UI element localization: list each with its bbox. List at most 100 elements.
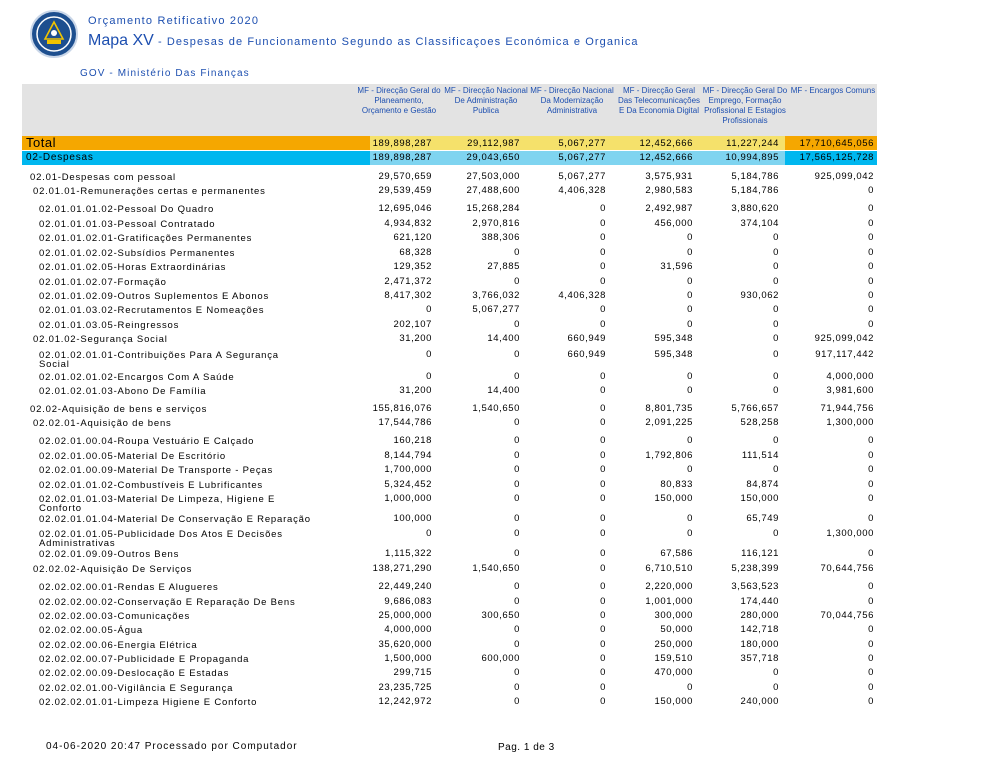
row-label: 02.02.01.01.04-Material De Conservação E…: [39, 514, 311, 525]
row-value: 0: [600, 232, 606, 243]
row-value: 0: [600, 493, 606, 504]
row-value: 0: [687, 304, 693, 315]
column-header: MF - Direcção Geral do Planeamento, Orça…: [357, 86, 441, 115]
table-row: 02.01.01.02.09-Outros Suplementos E Abon…: [22, 290, 877, 306]
row-label: 02.01.01.01.02-Pessoal Do Quadro: [39, 204, 215, 215]
row-value: 0: [600, 696, 606, 707]
total-highlight: [370, 136, 785, 150]
row-value: 528,258: [740, 417, 779, 428]
table-row: 02.02.01.01.03-Material De Limpeza, Higi…: [22, 493, 877, 513]
row-value: 0: [600, 261, 606, 272]
column-header: MF - Direcção Geral Das Telecomunicações…: [617, 86, 701, 115]
row-value: 0: [868, 261, 874, 272]
row-value: 0: [868, 493, 874, 504]
row-value: 0: [514, 464, 520, 475]
row-value: 917,117,442: [815, 349, 874, 360]
row-value: 250,000: [654, 639, 693, 650]
row-value: 299,715: [393, 667, 432, 678]
row-value: 0: [514, 371, 520, 382]
row-label: 02.01.01.02.09-Outros Suplementos E Abon…: [39, 291, 270, 302]
row-value: 1,300,000: [826, 417, 874, 428]
row-label: 02.02.01-Aquisição de bens: [33, 418, 172, 429]
row-value: 15,268,284: [466, 203, 520, 214]
despesas-highlight: [370, 151, 785, 165]
row-value: 0: [868, 624, 874, 635]
despesas-label: 02-Despesas: [26, 152, 94, 163]
row-value: 0: [868, 653, 874, 664]
row-value: 0: [773, 349, 779, 360]
row-value: 660,949: [567, 333, 606, 344]
table-row: 02.02.02.00.03-Comunicações 25,000,000 300…: [22, 610, 877, 626]
table-row: 02.02.02.00.06-Energia Elétrica 35,620,00…: [22, 639, 877, 655]
row-value: 0: [600, 513, 606, 524]
row-value: 0: [687, 276, 693, 287]
row-value: 470,000: [654, 667, 693, 678]
row-value: 5,184,786: [731, 171, 779, 182]
despesas-row: 02-Despesas 189,898,287 29,043,650 5,067…: [22, 151, 877, 165]
row-value: 155,816,076: [372, 403, 432, 414]
row-value: 0: [773, 371, 779, 382]
row-value: 456,000: [654, 218, 693, 229]
row-value: 0: [687, 371, 693, 382]
row-label: 02.01.02.01.02-Encargos Com A Saúde: [39, 372, 235, 383]
row-value: 5,324,452: [384, 479, 432, 490]
row-label: 02.02.02.00.02-Conservação E Reparação D…: [39, 597, 296, 608]
row-value: 5,067,277: [472, 304, 520, 315]
table-row: 02.02.02.00.05-Água 4,000,000 0 0 50,000 142,…: [22, 624, 877, 640]
row-value: 0: [868, 596, 874, 607]
row-value: 925,099,042: [814, 171, 874, 182]
row-value: 70,044,756: [820, 610, 874, 621]
row-label: 02.02.01.00.09-Material De Transporte - …: [39, 465, 274, 476]
row-value: 0: [773, 232, 779, 243]
row-value: 5,184,786: [731, 185, 779, 196]
row-value: 2,492,987: [645, 203, 693, 214]
row-value: 70,644,756: [820, 563, 874, 574]
row-value: 100,000: [393, 513, 432, 524]
row-label: 02.01-Despesas com pessoal: [30, 172, 176, 183]
row-value: 5,766,657: [731, 403, 779, 414]
row-value: 0: [868, 185, 874, 196]
column-header: MF - Direcção Geral Do Emprego, Formação…: [702, 86, 788, 125]
row-value: 4,000,000: [826, 371, 874, 382]
row-value: 174,440: [740, 596, 779, 607]
row-label: 02.02.02.00.05-Água: [39, 625, 143, 636]
row-value: 660,949: [567, 349, 606, 360]
row-value: 0: [687, 682, 693, 693]
row-value: 0: [514, 349, 520, 360]
row-value: 925,099,042: [814, 333, 874, 344]
row-label: 02.01.01.03.05-Reingressos: [39, 320, 180, 331]
table-row: 02.01.01.01.03-Pessoal Contratado 4,934,8…: [22, 218, 877, 234]
row-label: 02.02.02-Aquisição De Serviços: [33, 564, 193, 575]
table-row: 02.02.01.00.09-Material De Transporte - …: [22, 464, 877, 480]
table-row: 02.01.02-Segurança Social 31,200 14,400 660…: [22, 333, 877, 349]
row-value: 1,540,650: [472, 563, 520, 574]
row-value: 4,000,000: [384, 624, 432, 635]
column-header: MF - Direcção Nacional De Administração …: [444, 86, 528, 115]
row-value: 159,510: [654, 653, 693, 664]
row-value: 25,000,000: [378, 610, 432, 621]
row-value: 0: [600, 464, 606, 475]
row-value: 80,833: [660, 479, 693, 490]
row-value: 0: [868, 247, 874, 258]
row-value: 27,885: [487, 261, 520, 272]
table-row: 02.02.02-Aquisição De Serviços 138,271,29…: [22, 563, 877, 579]
row-value: 8,144,794: [384, 450, 432, 461]
row-value: 0: [773, 261, 779, 272]
row-value: 0: [514, 435, 520, 446]
table-row: 02.01.01.03.05-Reingressos 202,107 0 0 0 0 0: [22, 319, 877, 335]
row-value: 374,104: [740, 218, 779, 229]
row-value: 300,000: [654, 610, 693, 621]
table-row: 02.02.01.01.04-Material De Conservação E…: [22, 513, 877, 529]
row-label: 02.01.01.02.01-Gratificações Permanentes: [39, 233, 253, 244]
row-value: 0: [600, 528, 606, 539]
row-value: 0: [687, 247, 693, 258]
row-label: 02.02.02.00.03-Comunicações: [39, 611, 190, 622]
row-value: 388,306: [481, 232, 520, 243]
row-value: 202,107: [393, 319, 432, 330]
row-value: 280,000: [740, 610, 779, 621]
row-value: 0: [600, 667, 606, 678]
row-value: 129,352: [393, 261, 432, 272]
row-value: 0: [600, 624, 606, 635]
row-value: 0: [773, 435, 779, 446]
row-value: 600,000: [481, 653, 520, 664]
